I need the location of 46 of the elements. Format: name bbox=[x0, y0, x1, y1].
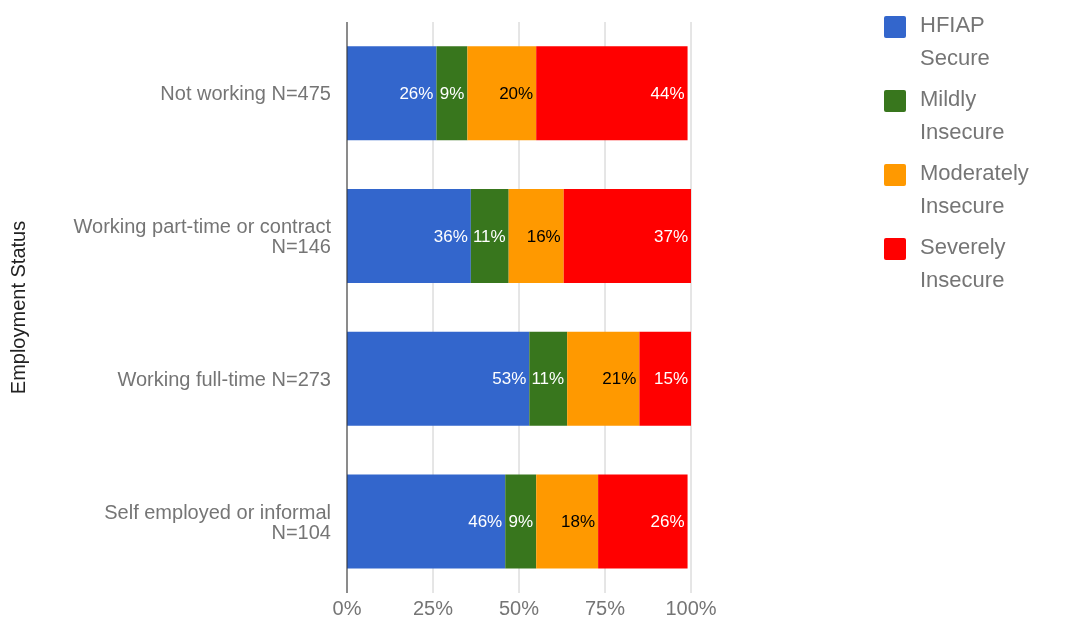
bar bbox=[436, 46, 468, 141]
y-tick-label: Self employed or informal N=104 bbox=[104, 500, 331, 543]
x-tick-label: 75% bbox=[584, 597, 626, 620]
bar bbox=[347, 46, 437, 141]
data-label: 53% bbox=[492, 369, 527, 389]
bar bbox=[347, 189, 471, 284]
bar bbox=[598, 474, 688, 569]
bar bbox=[347, 474, 506, 569]
y-tick-label: Working full-time N=273 bbox=[117, 367, 331, 390]
bar bbox=[467, 46, 537, 141]
bar bbox=[567, 331, 640, 426]
bar bbox=[470, 189, 509, 284]
data-label: 20% bbox=[499, 83, 534, 103]
data-label: 46% bbox=[468, 512, 503, 532]
data-label: 16% bbox=[526, 226, 561, 246]
bar bbox=[505, 474, 537, 569]
data-label: 26% bbox=[399, 83, 434, 103]
bar bbox=[563, 189, 691, 284]
legend-label: Moderately Insecure bbox=[920, 159, 1030, 220]
y-tick-label: Not working N=475 bbox=[160, 82, 331, 105]
y-tick-label: Working part-time or contract N=146 bbox=[73, 215, 332, 258]
y-axis-title: Employment Status bbox=[7, 220, 30, 395]
data-label: 37% bbox=[653, 226, 688, 246]
legend-label: Mildly Insecure bbox=[920, 85, 1006, 146]
data-label: 21% bbox=[602, 369, 637, 389]
x-tick-label: 25% bbox=[412, 597, 454, 620]
data-label: 15% bbox=[653, 369, 688, 389]
legend-label: Severely Insecure bbox=[920, 233, 1007, 294]
data-label: 9% bbox=[508, 512, 534, 532]
data-label: 44% bbox=[650, 83, 685, 103]
data-label: 18% bbox=[561, 512, 596, 532]
bar bbox=[536, 474, 599, 569]
x-tick-label: 50% bbox=[498, 597, 540, 620]
data-label: 9% bbox=[439, 83, 465, 103]
x-tick-label: 0% bbox=[332, 597, 362, 620]
bar bbox=[536, 46, 688, 141]
data-label: 11% bbox=[472, 226, 506, 246]
legend-label: HFIAP Secure bbox=[920, 11, 991, 72]
bar bbox=[639, 331, 691, 426]
data-label: 36% bbox=[433, 226, 468, 246]
bar bbox=[347, 331, 530, 426]
data-label: 26% bbox=[650, 512, 685, 532]
bar bbox=[529, 331, 568, 426]
data-label: 11% bbox=[531, 369, 565, 389]
bar bbox=[508, 189, 564, 284]
x-tick-label: 100% bbox=[665, 597, 717, 620]
